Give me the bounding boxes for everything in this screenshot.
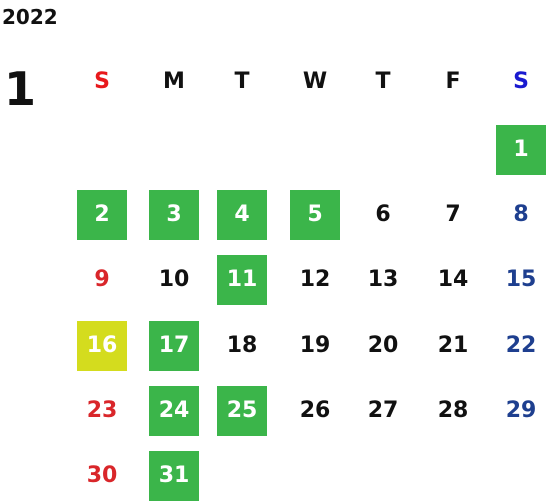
- weekday-label: W: [302, 69, 328, 94]
- weekday-label: S: [513, 69, 529, 94]
- day[interactable]: 26: [299, 397, 331, 423]
- month: 1: [4, 62, 37, 116]
- year: 2022: [2, 5, 58, 29]
- day[interactable]: 10: [158, 267, 190, 293]
- weekday-label: S: [94, 69, 110, 94]
- weekday-label: F: [445, 69, 461, 94]
- day[interactable]: 7: [445, 202, 461, 228]
- weekday-label: T: [234, 69, 250, 94]
- highlighted-day[interactable]: 16: [77, 320, 127, 371]
- weekday-label: M: [163, 69, 185, 94]
- day[interactable]: 19: [299, 332, 331, 358]
- highlighted-day[interactable]: 5: [290, 190, 340, 241]
- highlighted-day[interactable]: 4: [217, 190, 267, 241]
- highlighted-day[interactable]: 17: [149, 320, 199, 371]
- day[interactable]: 20: [367, 332, 399, 358]
- day[interactable]: 13: [367, 267, 399, 293]
- highlighted-day[interactable]: 25: [217, 385, 267, 436]
- highlighted-day[interactable]: 31: [149, 451, 199, 501]
- day[interactable]: 22: [505, 332, 537, 358]
- day[interactable]: 30: [86, 463, 118, 488]
- day[interactable]: 29: [505, 397, 537, 423]
- weekday-label: T: [375, 69, 391, 94]
- day[interactable]: 28: [437, 397, 469, 423]
- day[interactable]: 8: [513, 202, 529, 228]
- day[interactable]: 23: [86, 397, 118, 423]
- day[interactable]: 27: [367, 397, 399, 423]
- day[interactable]: 18: [226, 332, 258, 358]
- highlighted-day[interactable]: 3: [149, 190, 199, 241]
- day[interactable]: 6: [375, 202, 391, 228]
- highlighted-day[interactable]: 24: [149, 385, 199, 436]
- day[interactable]: 9: [94, 267, 110, 293]
- highlighted-day[interactable]: 11: [217, 255, 267, 306]
- day[interactable]: 12: [299, 267, 331, 293]
- day[interactable]: 15: [505, 267, 537, 293]
- day[interactable]: 21: [437, 332, 469, 358]
- day[interactable]: 14: [437, 267, 469, 293]
- highlighted-day[interactable]: 2: [77, 190, 127, 241]
- highlighted-day[interactable]: 1: [496, 125, 546, 175]
